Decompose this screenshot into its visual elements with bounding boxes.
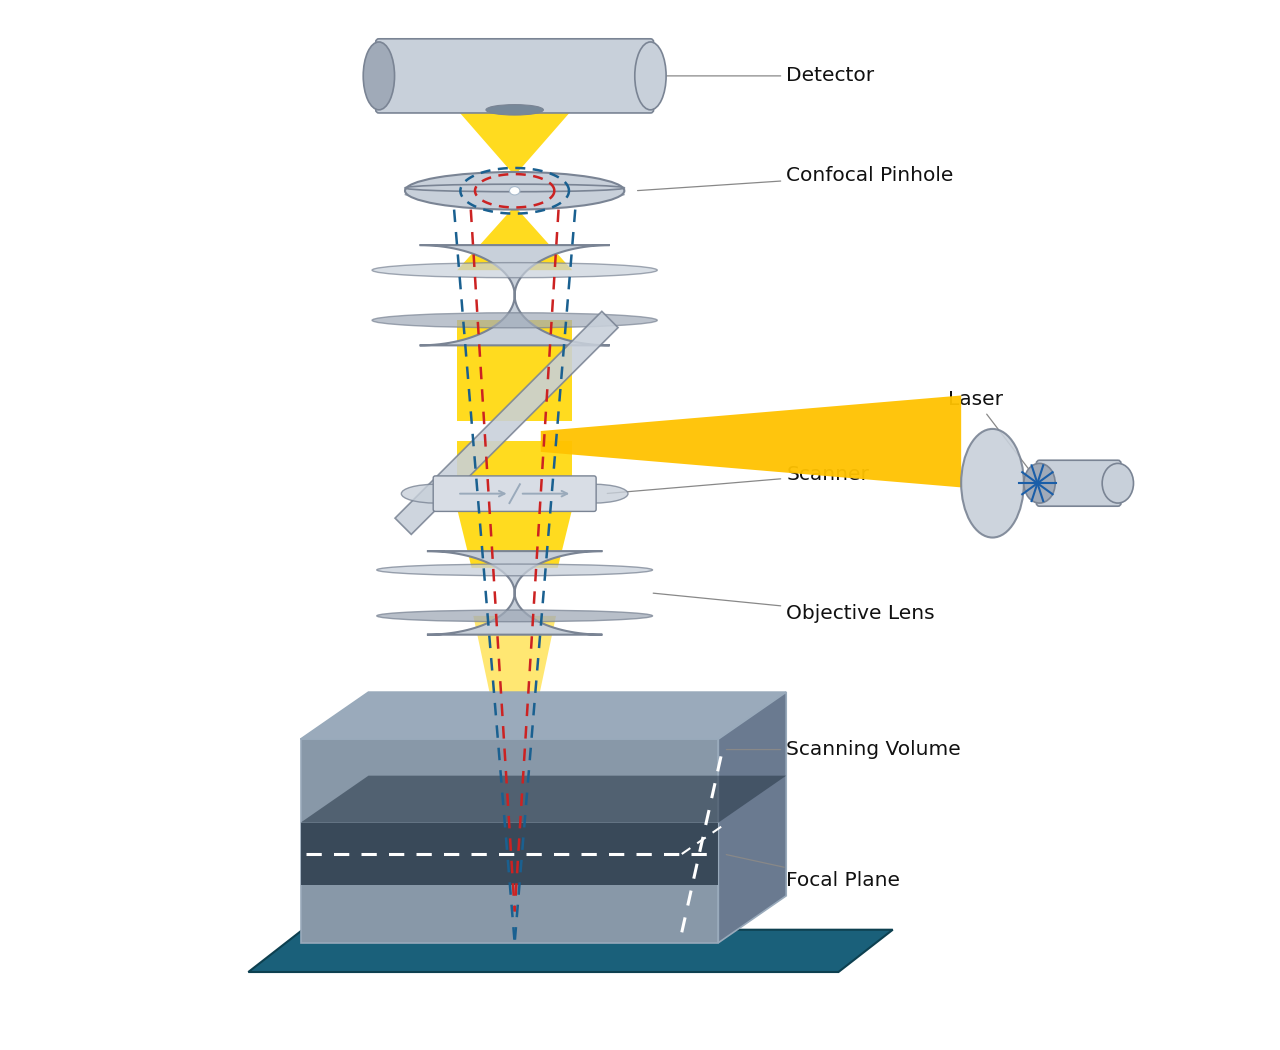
Text: Scanner: Scanner (607, 465, 869, 493)
Polygon shape (457, 320, 572, 421)
Text: Detector: Detector (653, 66, 874, 85)
Polygon shape (248, 929, 892, 972)
Polygon shape (457, 509, 572, 568)
Ellipse shape (376, 564, 653, 575)
Text: Focal Plane: Focal Plane (726, 855, 900, 889)
Polygon shape (396, 312, 618, 534)
Text: Confocal Pinhole: Confocal Pinhole (637, 166, 954, 191)
FancyBboxPatch shape (1037, 460, 1121, 506)
Polygon shape (493, 792, 536, 922)
Ellipse shape (404, 184, 625, 192)
Ellipse shape (402, 484, 470, 503)
Polygon shape (428, 551, 603, 634)
Ellipse shape (486, 105, 544, 116)
Polygon shape (457, 110, 572, 172)
Polygon shape (301, 692, 786, 739)
Text: Scanning Volume: Scanning Volume (726, 740, 961, 759)
Ellipse shape (404, 172, 625, 210)
Polygon shape (540, 396, 961, 487)
Ellipse shape (376, 610, 653, 622)
Polygon shape (420, 245, 609, 345)
FancyBboxPatch shape (433, 476, 596, 511)
Ellipse shape (561, 484, 628, 503)
Ellipse shape (961, 428, 1024, 538)
Ellipse shape (509, 187, 520, 195)
Polygon shape (457, 210, 572, 270)
Polygon shape (718, 692, 786, 943)
Ellipse shape (372, 313, 657, 328)
Polygon shape (301, 739, 718, 943)
Ellipse shape (635, 42, 666, 110)
Ellipse shape (1102, 463, 1134, 503)
Polygon shape (457, 441, 572, 478)
Ellipse shape (1024, 463, 1055, 503)
Ellipse shape (364, 42, 394, 110)
Ellipse shape (372, 262, 657, 277)
Polygon shape (301, 822, 718, 885)
FancyBboxPatch shape (376, 39, 654, 113)
Text: Objective Lens: Objective Lens (653, 593, 934, 624)
Text: Laser: Laser (948, 391, 1038, 481)
Ellipse shape (404, 190, 625, 200)
Polygon shape (474, 616, 556, 792)
Polygon shape (301, 776, 786, 822)
